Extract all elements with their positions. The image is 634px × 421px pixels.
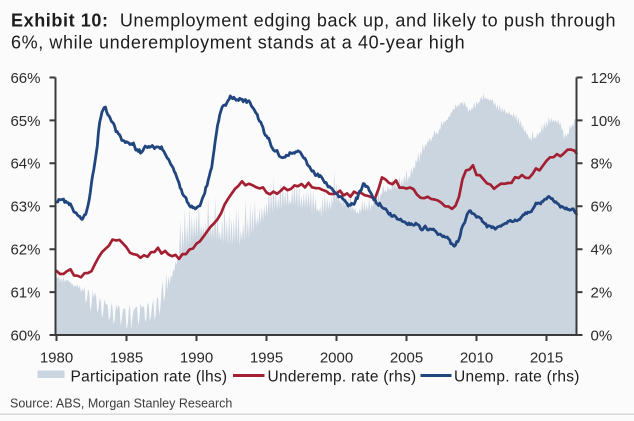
svg-text:8%: 8%: [591, 156, 613, 173]
svg-text:Unemp. rate (rhs): Unemp. rate (rhs): [454, 369, 580, 386]
svg-text:2000: 2000: [320, 350, 353, 367]
svg-text:63%: 63%: [10, 199, 40, 216]
svg-text:12%: 12%: [591, 70, 621, 87]
svg-text:Exhibit 10: Unemployment edgi: Exhibit 10: Unemployment edging back up,…: [11, 11, 616, 31]
svg-text:6%, while underemployment stan: 6%, while underemployment stands at a 40…: [11, 33, 465, 53]
svg-text:2005: 2005: [390, 350, 423, 367]
svg-text:2015: 2015: [530, 350, 563, 367]
svg-text:60%: 60%: [10, 327, 40, 344]
svg-text:Source: ABS, Morgan Stanley Re: Source: ABS, Morgan Stanley Research: [10, 397, 232, 411]
svg-text:1990: 1990: [180, 350, 213, 367]
svg-text:64%: 64%: [10, 156, 40, 173]
svg-text:1995: 1995: [250, 350, 283, 367]
svg-text:66%: 66%: [10, 70, 40, 87]
svg-text:6%: 6%: [591, 199, 613, 216]
svg-text:0%: 0%: [591, 327, 613, 344]
svg-text:62%: 62%: [10, 242, 40, 259]
svg-text:61%: 61%: [10, 285, 40, 302]
svg-text:2010: 2010: [460, 350, 493, 367]
svg-text:65%: 65%: [10, 113, 40, 130]
svg-text:1980: 1980: [40, 350, 73, 367]
svg-text:Underemp. rate (rhs): Underemp. rate (rhs): [268, 369, 417, 386]
svg-text:1985: 1985: [110, 350, 143, 367]
svg-text:4%: 4%: [591, 242, 613, 259]
svg-text:Participation rate (lhs): Participation rate (lhs): [71, 369, 228, 386]
svg-text:10%: 10%: [591, 113, 621, 130]
svg-text:2%: 2%: [591, 285, 613, 302]
